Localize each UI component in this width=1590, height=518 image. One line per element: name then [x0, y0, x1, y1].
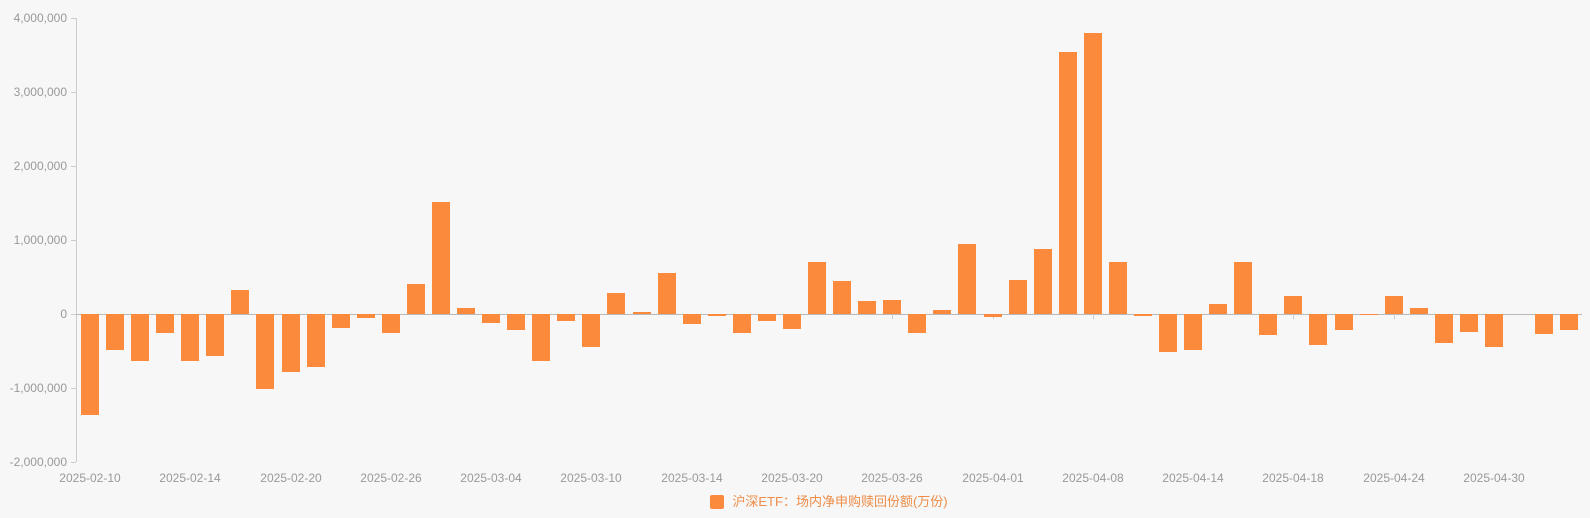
- bar[interactable]: [657, 273, 676, 314]
- bar[interactable]: [1259, 314, 1278, 335]
- bar[interactable]: [958, 243, 977, 314]
- bar[interactable]: [81, 314, 99, 415]
- bar[interactable]: [1033, 248, 1052, 314]
- bar[interactable]: [1083, 32, 1102, 314]
- bar[interactable]: [106, 314, 125, 351]
- y-axis-tick: [71, 388, 76, 389]
- bar[interactable]: [833, 280, 852, 314]
- bar[interactable]: [206, 314, 225, 357]
- bar[interactable]: [1560, 314, 1579, 330]
- bar[interactable]: [1184, 314, 1203, 351]
- x-axis-tick-label: 2025-04-01: [962, 471, 1024, 485]
- x-axis-tick-label: 2025-03-10: [560, 471, 622, 485]
- bar[interactable]: [1359, 314, 1378, 315]
- y-axis-tick-label: -1,000,000: [9, 381, 67, 395]
- bar[interactable]: [532, 314, 551, 362]
- y-axis-tick: [71, 18, 76, 19]
- y-axis-tick-label: 1,000,000: [13, 233, 67, 247]
- bar[interactable]: [1133, 314, 1152, 317]
- bar[interactable]: [1008, 279, 1027, 314]
- y-axis-tick-label: 3,000,000: [13, 85, 67, 99]
- bar[interactable]: [1108, 262, 1127, 314]
- bar[interactable]: [1535, 314, 1554, 334]
- x-axis-tick-label: 2025-04-18: [1262, 471, 1324, 485]
- legend-item[interactable]: 沪深ETF：场内净申购赎回份额(万份): [76, 492, 1582, 512]
- bar[interactable]: [356, 314, 375, 319]
- bar[interactable]: [933, 309, 952, 314]
- bar[interactable]: [707, 314, 726, 317]
- bar[interactable]: [431, 202, 450, 314]
- bar[interactable]: [1409, 308, 1428, 314]
- x-axis-tick-label: 2025-04-08: [1062, 471, 1124, 485]
- y-axis-tick: [71, 166, 76, 167]
- x-axis-tick: [1093, 314, 1094, 319]
- x-axis-tick-label: 2025-03-26: [861, 471, 923, 485]
- bar[interactable]: [131, 314, 150, 362]
- bar[interactable]: [406, 284, 425, 314]
- y-axis-tick: [71, 462, 76, 463]
- x-axis-tick: [1394, 314, 1395, 319]
- bar[interactable]: [607, 292, 626, 314]
- y-axis-tick-label: 0: [60, 307, 67, 321]
- bar[interactable]: [331, 314, 350, 329]
- bar[interactable]: [1209, 304, 1228, 314]
- bar[interactable]: [1159, 314, 1177, 352]
- bar[interactable]: [908, 314, 927, 334]
- legend-swatch-icon: [710, 495, 725, 509]
- bar[interactable]: [732, 314, 751, 333]
- bar[interactable]: [983, 314, 1002, 317]
- x-axis-tick-label: 2025-04-14: [1162, 471, 1224, 485]
- bar[interactable]: [1234, 262, 1253, 314]
- bar[interactable]: [858, 301, 877, 314]
- x-axis-tick-label: 2025-02-14: [159, 471, 221, 485]
- x-axis-tick-label: 2025-04-30: [1463, 471, 1525, 485]
- x-axis-tick-label: 2025-03-20: [761, 471, 823, 485]
- x-axis-tick-label: 2025-02-20: [260, 471, 322, 485]
- y-axis-tick-label: 4,000,000: [13, 11, 67, 25]
- bar[interactable]: [306, 314, 325, 367]
- bar[interactable]: [482, 314, 501, 323]
- bar[interactable]: [457, 308, 476, 314]
- y-axis-tick-label: 2,000,000: [13, 159, 67, 173]
- bar[interactable]: [632, 311, 651, 314]
- bar[interactable]: [1484, 314, 1503, 347]
- y-axis-tick: [71, 314, 76, 315]
- x-axis-tick: [892, 314, 893, 319]
- bar[interactable]: [1058, 52, 1077, 314]
- bar[interactable]: [231, 290, 250, 314]
- x-axis-tick: [1293, 314, 1294, 319]
- x-axis-tick-label: 2025-02-10: [59, 471, 121, 485]
- bar[interactable]: [1309, 314, 1328, 346]
- bar[interactable]: [281, 314, 300, 372]
- y-axis-tick-label: -2,000,000: [9, 455, 67, 469]
- x-axis-tick-label: 2025-04-24: [1363, 471, 1425, 485]
- y-axis-tick: [71, 240, 76, 241]
- bar[interactable]: [582, 314, 601, 347]
- bar[interactable]: [1384, 295, 1403, 314]
- x-axis-line: [76, 314, 1582, 315]
- bar[interactable]: [1284, 295, 1303, 314]
- bar[interactable]: [1434, 314, 1453, 343]
- x-axis-tick-label: 2025-03-04: [460, 471, 522, 485]
- bar[interactable]: [1334, 314, 1353, 331]
- x-axis-tick-label: 2025-03-14: [661, 471, 723, 485]
- bar[interactable]: [682, 314, 701, 325]
- legend-label: 沪深ETF：场内净申购赎回份额(万份): [732, 494, 948, 509]
- bar[interactable]: [782, 314, 801, 329]
- bar[interactable]: [757, 314, 776, 321]
- bar[interactable]: [256, 314, 275, 390]
- bar[interactable]: [381, 314, 400, 334]
- bar[interactable]: [557, 314, 576, 322]
- x-axis-tick-label: 2025-02-26: [360, 471, 422, 485]
- y-axis-line: [76, 18, 77, 462]
- bar[interactable]: [156, 314, 175, 333]
- bar[interactable]: [883, 299, 902, 314]
- bar[interactable]: [507, 314, 526, 331]
- y-axis-tick: [71, 92, 76, 93]
- bar[interactable]: [1459, 314, 1478, 332]
- bar[interactable]: [181, 314, 200, 361]
- bar[interactable]: [808, 262, 827, 314]
